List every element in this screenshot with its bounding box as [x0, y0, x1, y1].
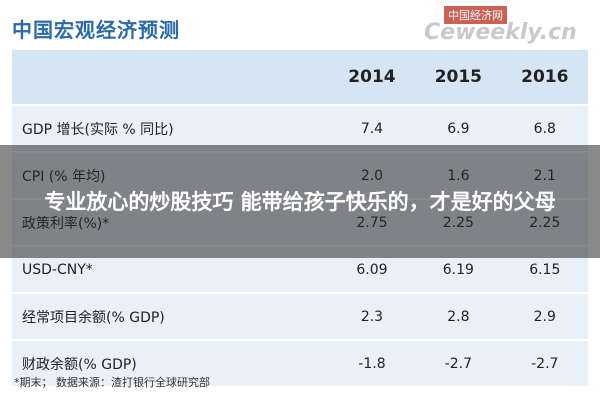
watermark-site: Ceweekly.cn — [424, 20, 577, 45]
table-row: 财政余额(% GDP) -1.8 -2.7 -2.7 — [12, 339, 588, 386]
title: 中国宏观经济预测 — [12, 18, 180, 42]
overlay-text[interactable]: 专业放心的炒股技巧 能带给孩子快乐的，才是好的父母 — [44, 189, 556, 214]
cell: 2.3 — [328, 292, 416, 340]
overlay-banner[interactable]: 专业放心的炒股技巧 能带给孩子快乐的，才是好的父母 — [0, 145, 600, 258]
cell: 6.9 — [415, 104, 502, 152]
cell: 7.4 — [328, 104, 416, 152]
cell: 2.9 — [501, 292, 588, 340]
table-row: 经常项目余额(% GDP) 2.3 2.8 2.9 — [12, 292, 588, 340]
cell: -2.7 — [501, 339, 588, 386]
column-header: 2016 — [501, 50, 588, 105]
cell: 2.8 — [415, 292, 502, 340]
column-header: 2014 — [328, 50, 416, 105]
table-row: GDP 增长(实际 % 同比) 7.4 6.9 6.8 — [12, 104, 588, 152]
row-label: 财政余额(% GDP) — [12, 339, 329, 386]
footnote: *期末； 数据来源：渣打银行全球研究部 — [14, 376, 210, 389]
corner — [12, 50, 329, 105]
cell: -2.7 — [415, 339, 502, 386]
row-label: GDP 增长(实际 % 同比) — [12, 104, 329, 152]
watermark: 中国经济网 — [444, 6, 507, 24]
cell: 6.8 — [501, 104, 588, 152]
column-header: 2015 — [415, 50, 502, 105]
cell: -1.8 — [328, 339, 416, 386]
row-label: 经常项目余额(% GDP) — [12, 292, 329, 340]
header-row: 2014 2015 2016 — [12, 50, 588, 105]
